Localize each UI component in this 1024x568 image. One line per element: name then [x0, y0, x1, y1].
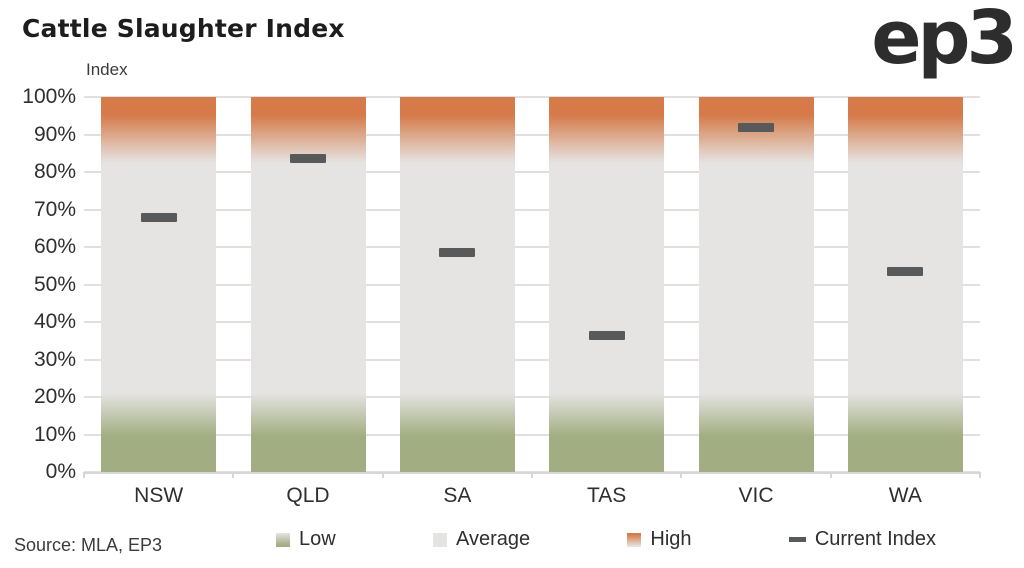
average-swatch-icon: [432, 532, 447, 547]
x-axis-tick: [979, 472, 981, 478]
legend-item-current-index: Current Index: [788, 528, 936, 551]
x-axis-tick: [680, 472, 683, 478]
x-axis-tick: [83, 472, 85, 478]
y-tick-label-10: 10%: [33, 422, 76, 446]
gridline-80: [84, 171, 980, 173]
legend-item-average: Average: [432, 528, 531, 551]
bar-qld: [250, 97, 366, 472]
legend-label-low: Low: [299, 528, 336, 550]
legend-item-high: High: [627, 528, 692, 551]
bar-tas: [549, 97, 665, 472]
source-note: Source: MLA, EP3: [14, 535, 163, 555]
legend-item-low: Low: [276, 528, 336, 551]
current-index-marker-wa: [887, 266, 924, 276]
y-tick-label-0: 0%: [45, 460, 76, 483]
chart-title: Cattle Slaughter Index: [22, 14, 345, 43]
legend-label-high: High: [650, 528, 692, 550]
y-tick-label-30: 30%: [33, 347, 76, 371]
gridline-70: [84, 208, 980, 211]
y-tick-label-100: 100%: [22, 85, 76, 108]
current-index-marker-vic: [738, 122, 774, 132]
legend-label-current-index: Current Index: [814, 528, 936, 550]
current-index-marker-qld: [290, 154, 326, 164]
gridline-60: [84, 246, 980, 248]
gridline-50: [84, 283, 980, 286]
y-tick-label-80: 80%: [33, 160, 76, 183]
legend: Low Average High Current Index: [276, 528, 936, 551]
x-tick-label-vic: VIC: [738, 484, 774, 507]
ep3-logo: ep3: [871, 0, 1018, 81]
x-axis-tick: [531, 472, 533, 478]
current-index-dash-icon: [788, 537, 806, 542]
x-tick-label-tas: TAS: [587, 484, 627, 507]
y-axis-title: Index: [86, 60, 128, 79]
y-tick-label-40: 40%: [33, 310, 76, 333]
gridline-40: [84, 321, 980, 323]
gridline-20: [84, 396, 980, 398]
x-tick-label-wa: WA: [888, 484, 922, 507]
gridline-10: [84, 433, 980, 436]
x-axis-tick: [381, 472, 384, 478]
gridline-100: [84, 96, 980, 98]
x-tick-label-nsw: NSW: [134, 484, 184, 507]
y-tick-label-50: 50%: [33, 272, 76, 296]
y-tick-label-60: 60%: [33, 235, 76, 258]
bar-sa: [399, 97, 515, 472]
high-swatch-icon: [627, 532, 642, 547]
gridline-30: [84, 358, 980, 361]
bar-wa: [847, 97, 963, 472]
current-index-marker-sa: [439, 248, 476, 258]
bar-vic: [698, 97, 814, 472]
x-tick-label-sa: SA: [443, 484, 472, 507]
y-tick-label-70: 70%: [33, 197, 76, 221]
x-axis-tick: [232, 472, 235, 478]
y-tick-label-20: 20%: [33, 385, 76, 408]
low-swatch-icon: [276, 532, 290, 547]
bar-nsw: [101, 97, 217, 472]
current-index-marker-tas: [588, 330, 625, 340]
legend-label-average: Average: [455, 528, 531, 550]
current-index-marker-nsw: [140, 212, 177, 222]
gridline-90: [84, 133, 980, 136]
x-axis-tick: [829, 472, 832, 478]
y-tick-label-90: 90%: [33, 122, 76, 146]
x-tick-label-qld: QLD: [286, 484, 330, 507]
